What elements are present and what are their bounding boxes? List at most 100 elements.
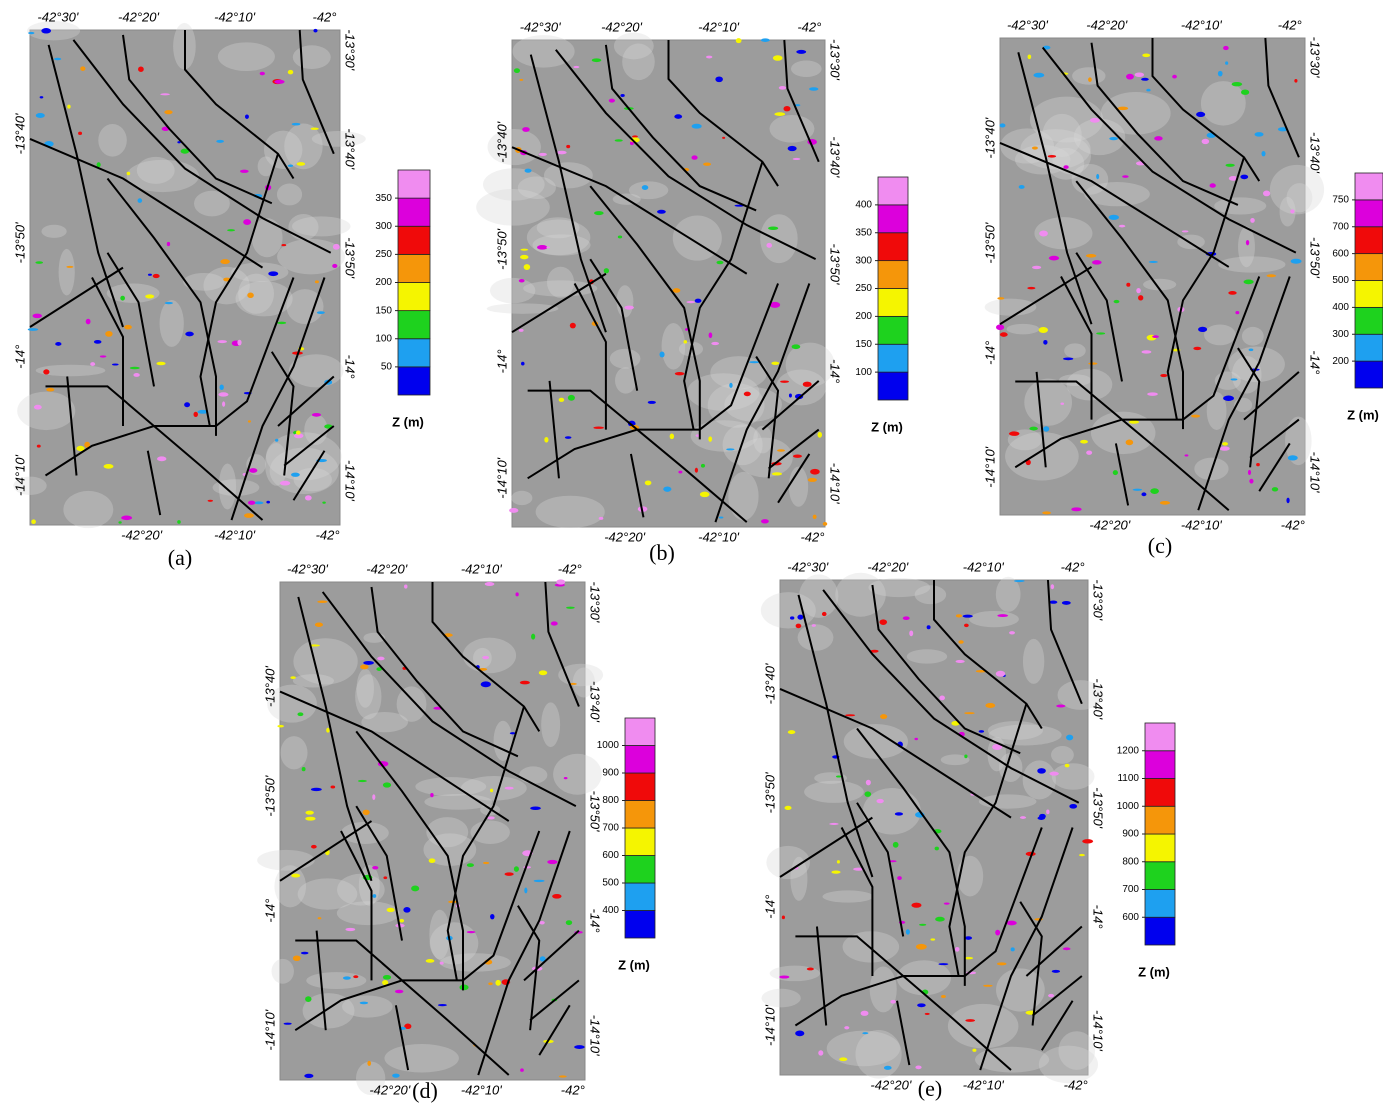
anomaly-spot (787, 730, 796, 735)
colorbar-tick-label: 200 (375, 277, 392, 288)
anomaly-spot (958, 640, 964, 644)
anomaly-spot (504, 786, 514, 790)
terrain-texture (761, 988, 801, 1008)
terrain-texture (1084, 182, 1150, 207)
longitude-label: -42°10' (1181, 17, 1222, 32)
colorbar-tick-label: 1200 (1117, 745, 1140, 756)
latitude-label: -14°10' (12, 455, 27, 496)
fault-line (523, 929, 580, 982)
anomaly-spot (768, 226, 779, 231)
anomaly-spot (1141, 492, 1147, 497)
anomaly-spot (743, 391, 751, 397)
anomaly-spot (1230, 378, 1238, 381)
anomaly-spot (538, 152, 547, 156)
longitude-label: -42°20' (1086, 17, 1127, 32)
anomaly-spot (247, 500, 256, 505)
fault-line (714, 283, 811, 523)
fault-line (1243, 371, 1300, 421)
terrain-texture (947, 1003, 1019, 1049)
anomaly-spot (484, 582, 495, 587)
anomaly-spot (237, 339, 242, 346)
anomaly-spot (268, 271, 279, 277)
fault-line (1258, 442, 1291, 492)
longitude-label: -42°10' (461, 561, 502, 576)
fault-line (297, 596, 373, 882)
terrain-texture (159, 300, 184, 347)
colorbar-tick-label: 250 (855, 283, 872, 294)
longitude-label: -42°10' (214, 9, 255, 24)
terrain-texture (396, 686, 427, 722)
anomaly-spot (313, 28, 318, 33)
anomaly-spot (490, 788, 494, 793)
colorbar-tick-label: 800 (1122, 856, 1139, 867)
anomaly-spot (996, 324, 1005, 331)
colorbar-tick-label: 500 (1332, 275, 1349, 286)
anomaly-spot (80, 66, 86, 71)
colorbar-box (1354, 280, 1383, 308)
fault-line (683, 161, 764, 430)
anomaly-spot (1286, 497, 1290, 504)
fault-line (315, 930, 327, 1031)
terrain-texture (235, 280, 293, 317)
terrain-texture (1006, 323, 1040, 335)
fault-line (856, 802, 905, 937)
latitude-label: -14°10' (1308, 452, 1323, 493)
anomaly-spot (699, 491, 710, 498)
anomaly-spot (1047, 155, 1057, 158)
anomaly-spot (1240, 174, 1249, 180)
terrain-texture (526, 219, 591, 256)
terrain-texture (609, 348, 641, 369)
fault-line (279, 690, 510, 822)
fault-line (667, 40, 779, 187)
anomaly-spot (930, 938, 936, 941)
terrain-texture (263, 130, 303, 169)
anomaly-spot (54, 57, 62, 61)
fault-line (47, 44, 124, 328)
anomaly-spot (964, 936, 973, 940)
colorbar-box (624, 745, 656, 774)
fault-line (477, 830, 571, 1076)
terrain-texture (218, 463, 237, 510)
terrain-texture (1279, 196, 1296, 227)
anomaly-spot (322, 501, 326, 504)
anomaly-spot (632, 135, 638, 138)
anomaly-spot (774, 112, 786, 116)
anomaly-spot (386, 907, 395, 913)
anomaly-spot (124, 324, 132, 330)
anomaly-spot (1043, 426, 1050, 432)
anomaly-spot (133, 373, 140, 377)
terrain-texture (288, 214, 319, 241)
terrain-texture (687, 373, 760, 411)
longitude-label: -42°10' (214, 527, 255, 542)
terrain-texture (572, 667, 596, 698)
colorbar-box (1144, 916, 1176, 946)
terrain-texture (1059, 374, 1092, 387)
anomaly-spot (779, 975, 790, 979)
fault-line (948, 703, 1028, 977)
anomaly-spot (1190, 414, 1201, 418)
terrain-texture (429, 922, 479, 965)
anomaly-spot (1079, 853, 1085, 857)
anomaly-spot (247, 292, 254, 299)
anomaly-spot (793, 454, 802, 458)
terrain-texture (361, 712, 409, 733)
anomaly-spot (1209, 183, 1216, 188)
latitude-label: -13°50' (494, 228, 509, 269)
colorbar-tick-label: 300 (1332, 329, 1349, 340)
anomaly-spot (404, 584, 408, 589)
terrain-texture (293, 638, 358, 685)
colorbar-box (397, 225, 431, 255)
anomaly-spot (674, 372, 685, 376)
latitude-label: -14°10' (762, 1005, 777, 1046)
colorbar-box (1354, 172, 1383, 201)
anomaly-spot (1037, 768, 1046, 774)
anomaly-spot (718, 516, 724, 519)
anomaly-spot (729, 382, 733, 388)
fault-line (146, 450, 162, 516)
anomaly-spot (836, 775, 842, 778)
anomaly-spot (550, 621, 558, 626)
anomaly-spot (32, 313, 42, 319)
terrain-texture (724, 387, 782, 422)
fault-line (29, 266, 124, 328)
anomaly-spot (301, 766, 306, 772)
